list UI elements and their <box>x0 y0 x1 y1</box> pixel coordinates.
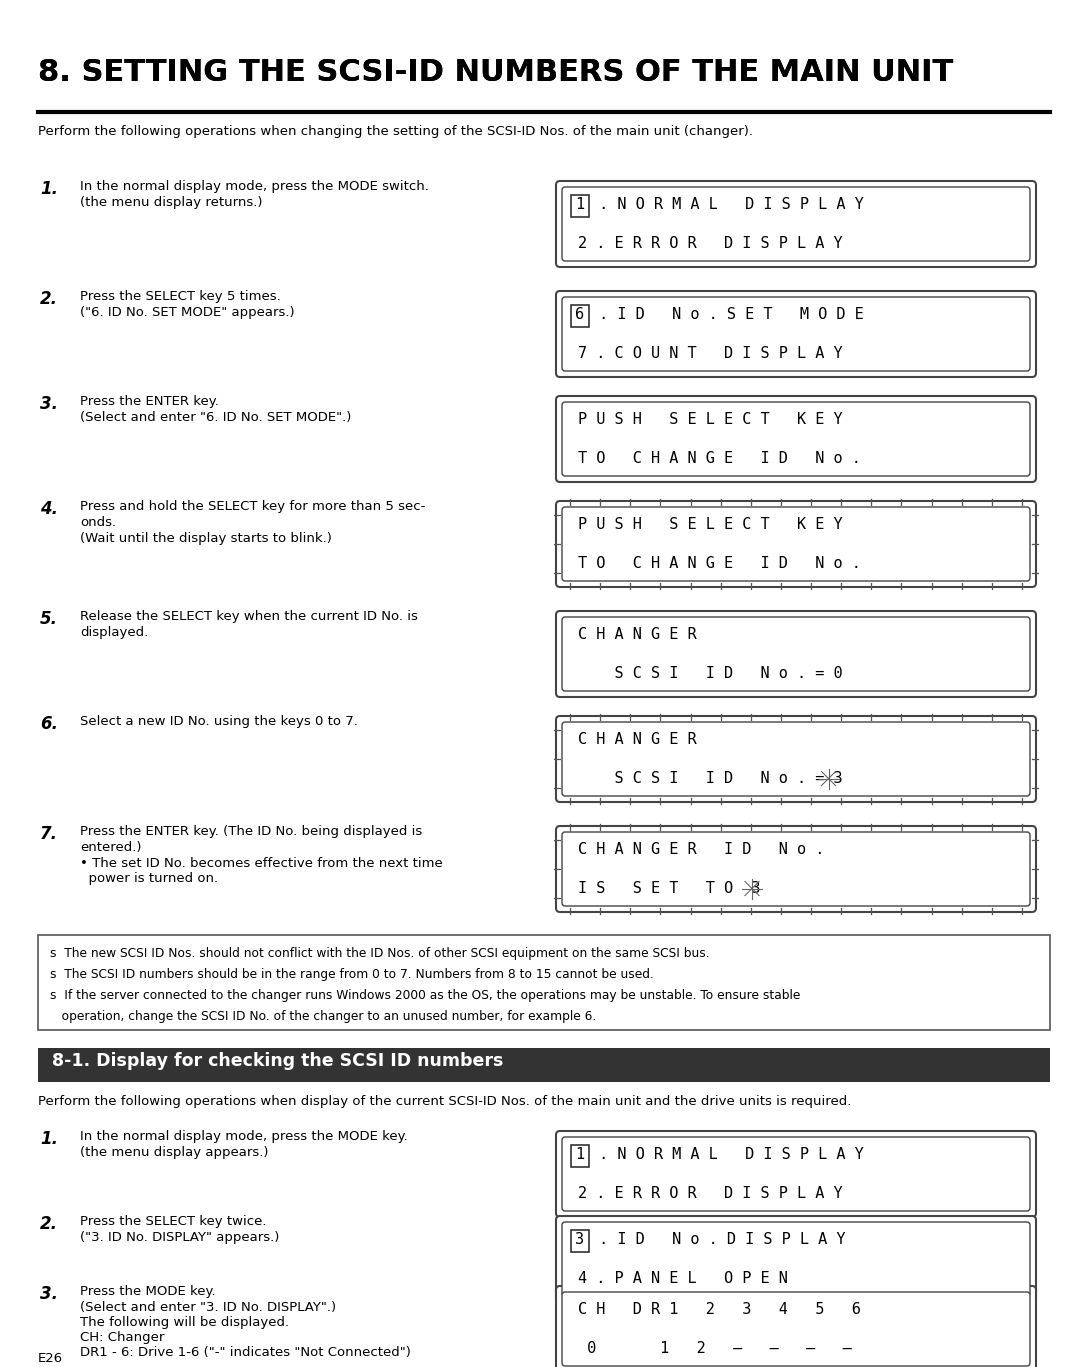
Text: (Wait until the display starts to blink.): (Wait until the display starts to blink.… <box>80 532 332 545</box>
FancyBboxPatch shape <box>562 833 1030 906</box>
Text: 3.: 3. <box>40 395 58 413</box>
Text: Press and hold the SELECT key for more than 5 sec-: Press and hold the SELECT key for more t… <box>80 500 426 513</box>
Text: 1: 1 <box>576 1147 584 1162</box>
Text: In the normal display mode, press the MODE switch.: In the normal display mode, press the MO… <box>80 180 429 193</box>
FancyBboxPatch shape <box>556 1217 1036 1301</box>
Text: s  The SCSI ID numbers should be in the range from 0 to 7. Numbers from 8 to 15 : s The SCSI ID numbers should be in the r… <box>50 968 653 982</box>
Text: 1.: 1. <box>40 180 58 198</box>
Text: 7 . C O U N T   D I S P L A Y: 7 . C O U N T D I S P L A Y <box>578 346 842 361</box>
Text: DR1 - 6: Drive 1-6 ("-" indicates "Not Connected"): DR1 - 6: Drive 1-6 ("-" indicates "Not C… <box>80 1346 410 1359</box>
FancyBboxPatch shape <box>556 716 1036 802</box>
Text: 3: 3 <box>576 1232 584 1247</box>
Text: Press the SELECT key 5 times.: Press the SELECT key 5 times. <box>80 290 281 303</box>
Text: 2.: 2. <box>40 290 58 308</box>
Text: 7.: 7. <box>40 826 58 843</box>
Text: T O   C H A N G E   I D   N o .: T O C H A N G E I D N o . <box>578 556 861 571</box>
Bar <box>38 1048 1050 1083</box>
Text: The following will be displayed.: The following will be displayed. <box>80 1316 289 1329</box>
Text: 8. SETTING THE SCSI-ID NUMBERS OF THE MAIN UNIT: 8. SETTING THE SCSI-ID NUMBERS OF THE MA… <box>38 57 954 87</box>
Text: s  The new SCSI ID Nos. should not conflict with the ID Nos. of other SCSI equip: s The new SCSI ID Nos. should not confli… <box>50 947 710 960</box>
FancyBboxPatch shape <box>562 1292 1030 1366</box>
Text: . I D   N o . D I S P L A Y: . I D N o . D I S P L A Y <box>590 1232 846 1247</box>
Text: 2 . E R R O R   D I S P L A Y: 2 . E R R O R D I S P L A Y <box>578 1187 842 1202</box>
Text: Release the SELECT key when the current ID No. is: Release the SELECT key when the current … <box>80 610 418 623</box>
FancyBboxPatch shape <box>571 1144 589 1166</box>
FancyBboxPatch shape <box>562 1137 1030 1211</box>
Text: Perform the following operations when display of the current SCSI-ID Nos. of the: Perform the following operations when di… <box>38 1095 851 1109</box>
FancyBboxPatch shape <box>556 180 1036 267</box>
Text: (the menu display returns.): (the menu display returns.) <box>80 195 262 209</box>
FancyBboxPatch shape <box>556 611 1036 697</box>
Text: S C S I   I D   N o . = 0: S C S I I D N o . = 0 <box>578 666 842 681</box>
Text: Press the MODE key.: Press the MODE key. <box>80 1285 216 1299</box>
Text: Press the SELECT key twice.: Press the SELECT key twice. <box>80 1215 267 1228</box>
Text: P U S H   S E L E C T   K E Y: P U S H S E L E C T K E Y <box>578 517 842 532</box>
Text: 6.: 6. <box>40 715 58 733</box>
Text: s  If the server connected to the changer runs Windows 2000 as the OS, the opera: s If the server connected to the changer… <box>50 988 800 1002</box>
FancyBboxPatch shape <box>571 194 589 216</box>
FancyBboxPatch shape <box>562 187 1030 261</box>
Text: 2.: 2. <box>40 1215 58 1233</box>
Text: . N O R M A L   D I S P L A Y: . N O R M A L D I S P L A Y <box>590 197 864 212</box>
Text: (Select and enter "3. ID No. DISPLAY".): (Select and enter "3. ID No. DISPLAY".) <box>80 1301 336 1314</box>
Text: 2 . E R R O R   D I S P L A Y: 2 . E R R O R D I S P L A Y <box>578 236 842 252</box>
Text: onds.: onds. <box>80 515 117 529</box>
Text: 0       1   2   –   –   –   –: 0 1 2 – – – – <box>578 1341 852 1356</box>
Text: . N O R M A L   D I S P L A Y: . N O R M A L D I S P L A Y <box>590 1147 864 1162</box>
FancyBboxPatch shape <box>562 297 1030 370</box>
FancyBboxPatch shape <box>556 1286 1036 1367</box>
FancyBboxPatch shape <box>571 305 589 327</box>
Text: ("3. ID No. DISPLAY" appears.): ("3. ID No. DISPLAY" appears.) <box>80 1232 280 1244</box>
Text: C H A N G E R: C H A N G E R <box>578 731 697 746</box>
Text: In the normal display mode, press the MODE key.: In the normal display mode, press the MO… <box>80 1131 408 1143</box>
Text: C H   D R 1   2   3   4   5   6: C H D R 1 2 3 4 5 6 <box>578 1301 861 1316</box>
Text: S C S I   I D   N o . = 3: S C S I I D N o . = 3 <box>578 771 842 786</box>
Bar <box>38 935 1050 1029</box>
Text: • The set ID No. becomes effective from the next time: • The set ID No. becomes effective from … <box>80 857 443 869</box>
Text: 8-1. Display for checking the SCSI ID numbers: 8-1. Display for checking the SCSI ID nu… <box>52 1053 503 1070</box>
Text: 5.: 5. <box>40 610 58 627</box>
FancyBboxPatch shape <box>562 1222 1030 1296</box>
Text: Press the ENTER key.: Press the ENTER key. <box>80 395 219 407</box>
Text: T O   C H A N G E   I D   N o .: T O C H A N G E I D N o . <box>578 451 861 466</box>
Text: 3.: 3. <box>40 1285 58 1303</box>
FancyBboxPatch shape <box>571 1229 589 1252</box>
Text: Select a new ID No. using the keys 0 to 7.: Select a new ID No. using the keys 0 to … <box>80 715 357 729</box>
FancyBboxPatch shape <box>556 396 1036 483</box>
Text: C H A N G E R: C H A N G E R <box>578 627 697 642</box>
FancyBboxPatch shape <box>556 1131 1036 1217</box>
Text: (the menu display appears.): (the menu display appears.) <box>80 1146 269 1159</box>
Text: 4.: 4. <box>40 500 58 518</box>
Text: Perform the following operations when changing the setting of the SCSI-ID Nos. o: Perform the following operations when ch… <box>38 124 753 138</box>
Text: entered.): entered.) <box>80 841 141 854</box>
Text: CH: Changer: CH: Changer <box>80 1331 164 1344</box>
Text: Press the ENTER key. (The ID No. being displayed is: Press the ENTER key. (The ID No. being d… <box>80 826 422 838</box>
Text: operation, change the SCSI ID No. of the changer to an unused number, for exampl: operation, change the SCSI ID No. of the… <box>50 1010 596 1023</box>
Text: C H A N G E R   I D   N o .: C H A N G E R I D N o . <box>578 842 824 857</box>
Text: I S   S E T   T O  3: I S S E T T O 3 <box>578 880 760 895</box>
Text: . I D   N o . S E T   M O D E: . I D N o . S E T M O D E <box>590 308 864 323</box>
Text: 1.: 1. <box>40 1131 58 1148</box>
Text: displayed.: displayed. <box>80 626 148 638</box>
FancyBboxPatch shape <box>562 507 1030 581</box>
Text: 6: 6 <box>576 308 584 323</box>
Text: (Select and enter "6. ID No. SET MODE".): (Select and enter "6. ID No. SET MODE".) <box>80 411 351 424</box>
Text: 8. SETTING THE SCSI-ID NUMBERS OF THE MAIN UNIT: 8. SETTING THE SCSI-ID NUMBERS OF THE MA… <box>38 57 954 87</box>
FancyBboxPatch shape <box>562 722 1030 796</box>
Text: P U S H   S E L E C T   K E Y: P U S H S E L E C T K E Y <box>578 411 842 427</box>
FancyBboxPatch shape <box>556 291 1036 377</box>
FancyBboxPatch shape <box>556 826 1036 912</box>
Text: ("6. ID No. SET MODE" appears.): ("6. ID No. SET MODE" appears.) <box>80 306 295 319</box>
FancyBboxPatch shape <box>556 500 1036 586</box>
FancyBboxPatch shape <box>562 617 1030 690</box>
Text: 4 . P A N E L   O P E N: 4 . P A N E L O P E N <box>578 1271 788 1286</box>
Text: 1: 1 <box>576 197 584 212</box>
Text: E26: E26 <box>38 1352 63 1366</box>
FancyBboxPatch shape <box>562 402 1030 476</box>
Text: power is turned on.: power is turned on. <box>80 872 218 884</box>
